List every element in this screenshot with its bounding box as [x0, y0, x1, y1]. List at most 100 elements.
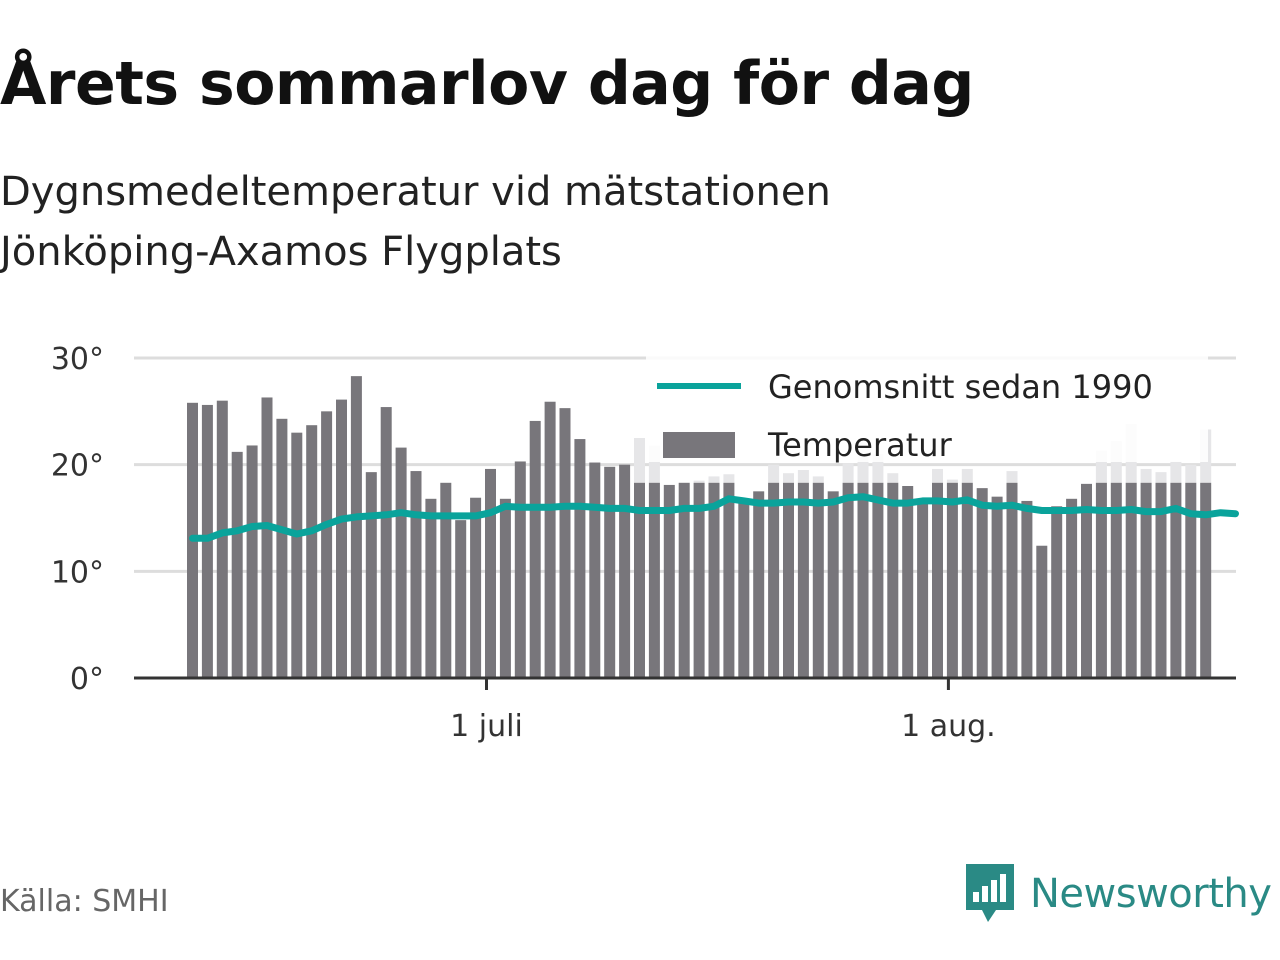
legend: Genomsnitt sedan 1990 Temperatur [646, 356, 1208, 464]
bar-cap-64 [1140, 468, 1152, 483]
bar-cap-42 [812, 476, 824, 483]
bar-29 [619, 464, 631, 678]
bar-60 [1081, 483, 1092, 678]
brand-logo-group: Newsworthy [962, 862, 1272, 926]
average-line-layer [189, 493, 1239, 542]
bar-53 [976, 488, 988, 678]
bar-4 [246, 445, 258, 678]
legend-background [646, 356, 1208, 462]
bar-37 [738, 502, 750, 678]
bar-cap-40 [783, 473, 794, 483]
bar-50 [932, 482, 943, 678]
bar-6 [276, 418, 288, 678]
bar-cap-55 [1006, 471, 1018, 483]
bar-62 [1110, 482, 1122, 678]
bar-45 [857, 482, 869, 678]
bar-48 [902, 486, 914, 678]
bar-40 [783, 482, 794, 678]
bar-16 [425, 498, 437, 678]
bar-58 [1051, 506, 1063, 678]
newsworthy-logo-icon [966, 864, 1014, 922]
bar-cap-51 [946, 479, 958, 483]
bar-20 [485, 468, 496, 678]
bar-67 [1185, 482, 1197, 678]
bar-61 [1095, 482, 1107, 678]
bar-35 [708, 482, 720, 678]
bar-18 [455, 520, 467, 678]
bar-9 [321, 411, 333, 678]
chart-subtitle: Dygnsmedeltemperatur vid mätstationen Jö… [0, 169, 831, 275]
bar-cap-66 [1170, 461, 1182, 483]
bar-14 [395, 447, 407, 678]
bar-10 [336, 399, 347, 678]
y-tick-label-20: 20° [51, 449, 104, 484]
bar-38 [753, 491, 765, 678]
bar-cap-36 [723, 474, 735, 483]
axes: 0° 10° 20° 30° 1 juli 1 aug. [51, 342, 1236, 744]
bar-22 [514, 461, 526, 678]
chart-title: Årets sommarlov dag för dag [0, 49, 974, 119]
bar-cap-61 [1095, 450, 1107, 483]
bar-63 [1125, 482, 1137, 678]
bar-33 [678, 482, 690, 678]
bar-5 [261, 397, 273, 678]
bar-32 [663, 484, 675, 678]
bar-15 [410, 471, 422, 678]
legend-label-temperature: Temperatur [767, 426, 953, 464]
bar-cap-52 [961, 468, 973, 483]
bar-cap-47 [887, 473, 899, 483]
bar-19 [470, 497, 482, 678]
bar-64 [1140, 482, 1152, 678]
bar-cap-65 [1155, 472, 1167, 483]
brand-name: Newsworthy [1030, 871, 1272, 917]
bar-49 [917, 502, 929, 678]
bar-51 [946, 482, 958, 678]
bar-27 [589, 462, 601, 678]
bar-2 [216, 400, 228, 678]
bar-43 [827, 491, 839, 678]
bar-31 [648, 482, 660, 678]
bar-34 [693, 482, 705, 678]
bar-26 [574, 439, 586, 678]
bar-47 [887, 482, 899, 678]
bar-41 [797, 482, 809, 678]
bar-30 [634, 482, 645, 678]
bar-cap-67 [1185, 464, 1197, 483]
x-tick-label-0: 1 juli [450, 709, 523, 744]
bar-cap-44 [842, 463, 854, 483]
bar-39 [768, 482, 780, 678]
bar-59 [1066, 498, 1078, 678]
bar-23 [529, 420, 541, 678]
bar-13 [380, 407, 392, 678]
x-tick-label-1: 1 aug. [901, 709, 996, 744]
bar-7 [291, 432, 303, 678]
bar-17 [440, 482, 452, 678]
bar-8 [306, 425, 318, 678]
bar-42 [812, 482, 824, 678]
bar-36 [723, 482, 735, 678]
bar-cap-45 [857, 456, 869, 483]
bar-68 [1200, 482, 1212, 678]
y-tick-label-10: 10° [51, 555, 104, 590]
bar-cap-50 [932, 468, 943, 483]
bar-21 [499, 498, 511, 678]
bar-cap-34 [693, 480, 705, 483]
bar-cap-39 [768, 464, 780, 483]
bar-44 [842, 482, 854, 678]
bar-cap-31 [648, 445, 660, 483]
y-tick-label-0: 0° [70, 662, 104, 697]
bar-66 [1170, 482, 1182, 678]
bar-cap-35 [708, 476, 720, 483]
bar-24 [544, 401, 556, 678]
bar-cap-46 [872, 454, 884, 483]
bar-57 [1036, 545, 1048, 678]
bar-3 [231, 451, 243, 678]
legend-label-average: Genomsnitt sedan 1990 [768, 368, 1153, 406]
bar-46 [872, 482, 884, 678]
bar-65 [1155, 482, 1167, 678]
bar-cap-30 [634, 438, 645, 483]
bar-cap-41 [797, 470, 809, 483]
bar-56 [1021, 500, 1033, 678]
legend-swatch-temperature [663, 432, 735, 458]
